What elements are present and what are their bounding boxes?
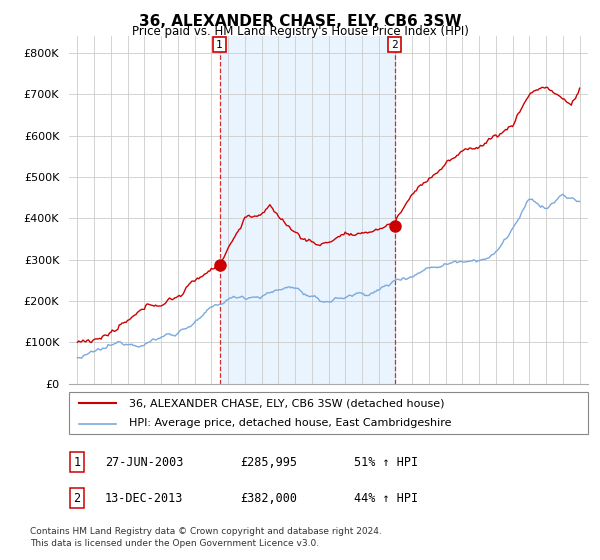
Text: 2: 2 (391, 40, 398, 50)
Text: 27-JUN-2003: 27-JUN-2003 (105, 455, 184, 469)
Text: Contains HM Land Registry data © Crown copyright and database right 2024.: Contains HM Land Registry data © Crown c… (30, 528, 382, 536)
Text: 2: 2 (73, 492, 80, 505)
Text: This data is licensed under the Open Government Licence v3.0.: This data is licensed under the Open Gov… (30, 539, 319, 548)
Text: 44% ↑ HPI: 44% ↑ HPI (354, 492, 418, 505)
Bar (220, 36, 395, 384)
Text: £285,995: £285,995 (240, 455, 297, 469)
Text: Price paid vs. HM Land Registry's House Price Index (HPI): Price paid vs. HM Land Registry's House … (131, 25, 469, 38)
Text: 1: 1 (216, 40, 223, 50)
Text: 36, ALEXANDER CHASE, ELY, CB6 3SW (detached house): 36, ALEXANDER CHASE, ELY, CB6 3SW (detac… (128, 398, 444, 408)
Text: HPI: Average price, detached house, East Cambridgeshire: HPI: Average price, detached house, East… (128, 418, 451, 428)
Text: 1: 1 (73, 455, 80, 469)
Text: 13-DEC-2013: 13-DEC-2013 (105, 492, 184, 505)
Text: 51% ↑ HPI: 51% ↑ HPI (354, 455, 418, 469)
Text: £382,000: £382,000 (240, 492, 297, 505)
Text: 36, ALEXANDER CHASE, ELY, CB6 3SW: 36, ALEXANDER CHASE, ELY, CB6 3SW (139, 14, 461, 29)
